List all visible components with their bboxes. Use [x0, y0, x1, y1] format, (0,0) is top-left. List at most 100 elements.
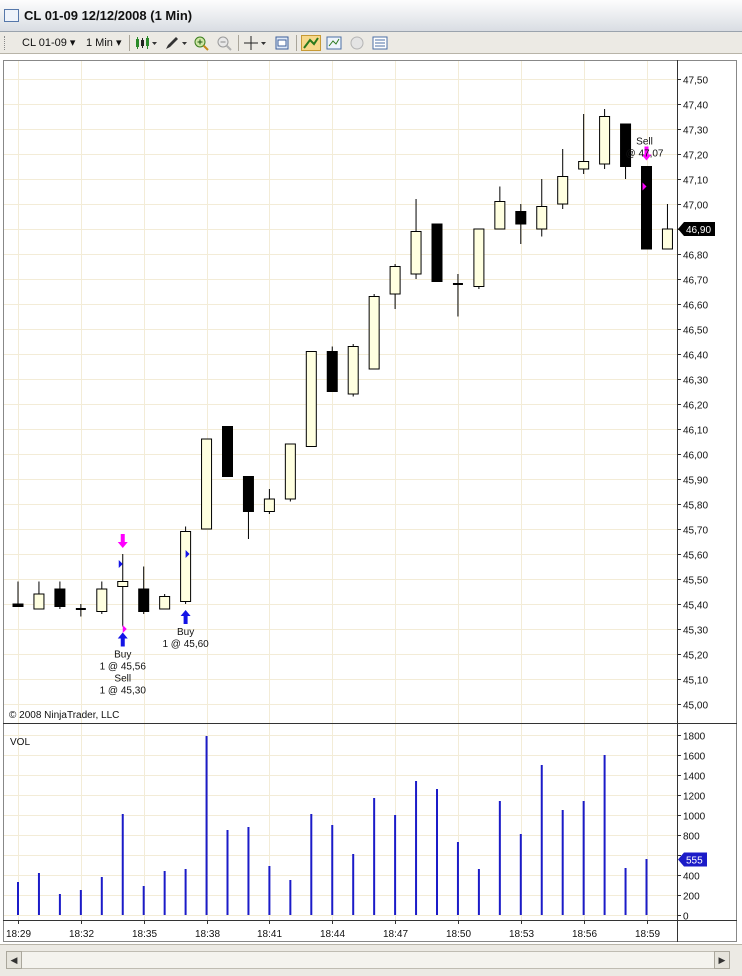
last-price-label: 46,90: [686, 225, 711, 236]
scrollbar-track[interactable]: ◀ ▶: [6, 951, 730, 969]
draw-pen-icon[interactable]: [164, 35, 188, 51]
execution-label: Buy: [177, 627, 194, 638]
indicators-icon[interactable]: [326, 35, 342, 51]
chevron-down-icon: ▾: [69, 37, 76, 49]
chart-toolbar: CL 01-09 ▾ 1 Min ▾: [0, 32, 742, 54]
zoom-in-icon[interactable]: [193, 35, 209, 51]
fill-marker-icon: [122, 625, 127, 633]
candle-up: [180, 531, 192, 602]
instrument-selector[interactable]: CL 01-09 ▾: [22, 35, 75, 51]
time-tick-label: 18:41: [257, 929, 282, 940]
time-tick-label: 18:53: [509, 929, 534, 940]
fill-marker-icon: [185, 550, 190, 558]
execution-label: Sell: [114, 674, 131, 685]
strategy-icon[interactable]: [301, 35, 321, 51]
volume-tick-label: 1000: [683, 812, 706, 823]
time-tick-label: 18:47: [383, 929, 408, 940]
price-tick-label: 47,10: [683, 176, 708, 187]
scroll-left-icon[interactable]: ◀: [6, 951, 22, 969]
interval-selector[interactable]: 1 Min ▾: [86, 35, 122, 51]
candle-up: [661, 228, 673, 250]
price-tick-label: 45,80: [683, 501, 708, 512]
volume-tick-label: 1200: [683, 792, 706, 803]
scroll-right-icon[interactable]: ▶: [714, 951, 730, 969]
time-tick-label: 18:44: [320, 929, 345, 940]
execution-label: 1 @ 45,56: [100, 662, 147, 673]
candle-up: [159, 596, 171, 610]
volume-last-label: 555: [686, 856, 703, 867]
candle-down: [620, 123, 632, 167]
chart-window-icon: [4, 9, 19, 22]
last-price-badge: [678, 222, 715, 236]
grid: [3, 60, 677, 920]
toolbar-separator: [296, 35, 297, 51]
price-tick-label: 47,40: [683, 101, 708, 112]
execution-label: @ 47,07: [626, 149, 664, 160]
price-tick-label: 46,40: [683, 351, 708, 362]
price-tick-label: 46,50: [683, 326, 708, 337]
price-volume-chart[interactable]: 45,00 45,10 45,20 45,30 45,40 45,50 45,60 45,70…: [3, 60, 737, 942]
price-tick-label: 45,30: [683, 626, 708, 637]
time-tick-label: 18:56: [572, 929, 597, 940]
candle-up: [410, 231, 422, 275]
price-tick-label: 46,60: [683, 301, 708, 312]
price-tick-label: 46,70: [683, 276, 708, 287]
candle-down: [242, 476, 254, 512]
candle-up: [389, 266, 401, 295]
zoom-out-icon[interactable]: [216, 35, 232, 51]
toolbar-grip[interactable]: [4, 36, 8, 50]
price-tick-label: 47,30: [683, 126, 708, 137]
candle-down: [54, 588, 66, 607]
candle-down: [515, 211, 527, 225]
candle-up: [557, 176, 569, 205]
volume-last-badge: [678, 852, 707, 867]
price-tick-label: 46,00: [683, 451, 708, 462]
price-tick-label: 45,60: [683, 551, 708, 562]
volume-panel-label: VOL: [10, 737, 30, 748]
price-tick-label: 45,70: [683, 526, 708, 537]
price-tick-label: 47,50: [683, 76, 708, 87]
price-tick-label: 45,40: [683, 601, 708, 612]
execution-label: Buy: [114, 650, 131, 661]
volume-tick-label: 200: [683, 892, 700, 903]
time-tick-label: 18:38: [195, 929, 220, 940]
horizontal-scrollbar[interactable]: ◀ ▶: [0, 944, 742, 976]
candle-up: [536, 206, 548, 230]
buy-arrow-icon: [117, 632, 128, 647]
time-tick-label: 18:50: [446, 929, 471, 940]
price-tick-label: 46,80: [683, 251, 708, 262]
volume-tick-label: 0: [683, 912, 689, 923]
chart-panel[interactable]: 45,00 45,10 45,20 45,30 45,40 45,50 45,60 45,70…: [3, 60, 737, 942]
candle-down: [138, 588, 150, 612]
price-tick-label: 46,20: [683, 401, 708, 412]
price-tick-label: 46,10: [683, 426, 708, 437]
candle-down: [431, 223, 443, 282]
candle-up: [96, 588, 108, 612]
toolbar-separator: [238, 35, 239, 51]
price-tick-label: 45,00: [683, 701, 708, 712]
chart-frame: [3, 60, 737, 942]
execution-label: Sell: [636, 137, 653, 148]
crosshair-icon[interactable]: [243, 35, 267, 51]
candle-up: [368, 296, 380, 370]
toolbar-separator: [129, 35, 130, 51]
volume-bars: [17, 736, 648, 915]
price-tick-label: 45,10: [683, 676, 708, 687]
bar-type-icon[interactable]: [134, 35, 158, 51]
volume-tick-label: 400: [683, 872, 700, 883]
time-tick-label: 18:32: [69, 929, 94, 940]
price-tick-label: 46,30: [683, 376, 708, 387]
sell-arrow-icon: [117, 534, 128, 548]
properties-icon[interactable]: [274, 35, 290, 51]
time-tick-label: 18:35: [132, 929, 157, 940]
data-box-icon[interactable]: [349, 35, 365, 51]
candle-up: [473, 228, 485, 287]
chevron-down-icon: ▾: [115, 37, 122, 49]
candle-up: [599, 116, 611, 165]
candle-up: [201, 438, 213, 530]
volume-tick-label: 1400: [683, 772, 706, 783]
chart-trader-icon[interactable]: [372, 35, 388, 51]
price-tick-label: 45,90: [683, 476, 708, 487]
candle-down: [326, 351, 338, 392]
volume-tick-label: 1600: [683, 752, 706, 763]
